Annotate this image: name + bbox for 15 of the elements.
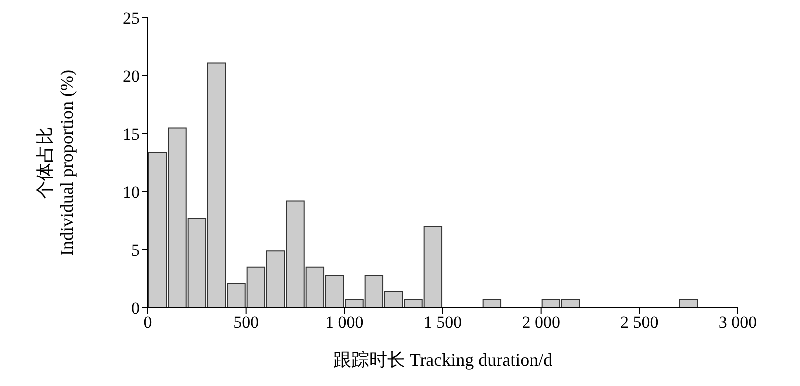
y-axis-title: 个体占比 Individual proportion (%): [35, 70, 77, 256]
x-tick-label: 3 000: [718, 313, 758, 332]
x-tick-label: 1 500: [424, 313, 462, 332]
y-tick-label: 15: [123, 125, 140, 144]
y-tick-label: 20: [123, 67, 140, 86]
y-tick-label: 5: [132, 241, 140, 260]
x-axis-title: 跟踪时长 Tracking duration/d: [333, 350, 553, 370]
x-tick-label: 0: [144, 313, 152, 332]
x-tick-label: 1 000: [326, 313, 364, 332]
y-tick-label: 10: [123, 183, 140, 202]
y-tick-label: 25: [123, 9, 140, 28]
y-tick-label: 0: [132, 299, 140, 318]
x-tick-label: 500: [234, 313, 260, 332]
x-tick-label: 2 000: [522, 313, 560, 332]
x-tick-label: 2 500: [620, 313, 659, 332]
